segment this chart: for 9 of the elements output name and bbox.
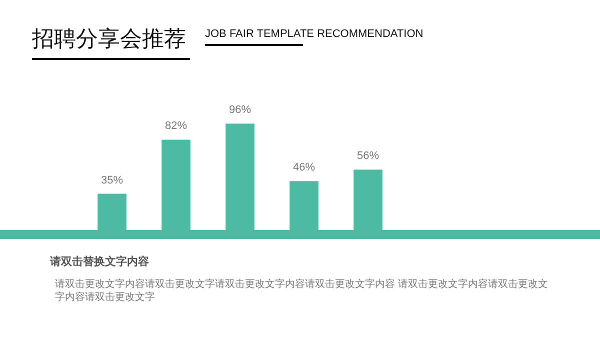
chart-title: 招聘分享会推荐 (32, 24, 190, 60)
data-label: 35% (100, 174, 124, 186)
data-label: 96% (228, 104, 252, 116)
chart-subtitle: JOB FAIR TEMPLATE RECOMMENDATION (205, 28, 424, 42)
text: 请双击替换文字内容 (50, 254, 149, 269)
text: 请双击更改文字内容请双击更改文字请双击更改文字内容请双击更改文字内容 请双击更改文字内容请双击更改文字内容请双击更改文字 (55, 278, 550, 304)
data-label: 46% (292, 162, 316, 174)
data-label: 82% (164, 120, 188, 132)
data-label: 56% (356, 150, 380, 162)
